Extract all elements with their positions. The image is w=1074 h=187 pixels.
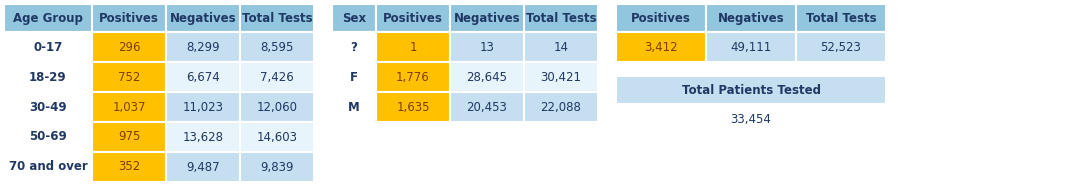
Text: Total Tests: Total Tests: [242, 11, 313, 24]
Text: 28,645: 28,645: [466, 70, 508, 84]
Bar: [166, 4, 240, 32]
Bar: [450, 32, 524, 62]
Bar: [4, 92, 92, 122]
Bar: [376, 92, 450, 122]
Text: Negatives: Negatives: [717, 11, 784, 24]
Text: Negatives: Negatives: [453, 11, 520, 24]
Text: Positives: Positives: [99, 11, 159, 24]
Bar: [706, 4, 796, 32]
Bar: [92, 152, 166, 182]
Text: Negatives: Negatives: [170, 11, 236, 24]
Text: 30,421: 30,421: [540, 70, 581, 84]
Text: Total Patients Tested: Total Patients Tested: [682, 84, 821, 96]
Bar: [376, 4, 450, 32]
Bar: [240, 4, 314, 32]
Bar: [166, 32, 240, 62]
Text: F: F: [350, 70, 358, 84]
Text: 752: 752: [118, 70, 141, 84]
Text: 1,635: 1,635: [396, 100, 430, 114]
Text: 50-69: 50-69: [29, 131, 67, 143]
Bar: [796, 32, 886, 62]
Bar: [92, 62, 166, 92]
Bar: [616, 76, 886, 104]
Text: M: M: [348, 100, 360, 114]
Bar: [376, 32, 450, 62]
Bar: [240, 92, 314, 122]
Bar: [166, 62, 240, 92]
Bar: [92, 4, 166, 32]
Bar: [332, 62, 376, 92]
Text: 0-17: 0-17: [33, 41, 62, 53]
Bar: [616, 104, 886, 134]
Bar: [240, 152, 314, 182]
Text: 52,523: 52,523: [821, 41, 861, 53]
Bar: [92, 122, 166, 152]
Bar: [332, 4, 376, 32]
Text: ?: ?: [350, 41, 358, 53]
Text: 18-29: 18-29: [29, 70, 67, 84]
Text: 14,603: 14,603: [257, 131, 297, 143]
Text: 20,453: 20,453: [466, 100, 507, 114]
Text: 49,111: 49,111: [730, 41, 771, 53]
Bar: [166, 92, 240, 122]
Bar: [376, 62, 450, 92]
Text: 13: 13: [480, 41, 494, 53]
Text: 6,674: 6,674: [186, 70, 220, 84]
Text: 11,023: 11,023: [183, 100, 223, 114]
Text: 13,628: 13,628: [183, 131, 223, 143]
Text: 1: 1: [409, 41, 417, 53]
Text: 12,060: 12,060: [257, 100, 297, 114]
Text: 1,037: 1,037: [113, 100, 146, 114]
Bar: [524, 4, 598, 32]
Text: 8,595: 8,595: [260, 41, 293, 53]
Bar: [240, 122, 314, 152]
Text: 3,412: 3,412: [644, 41, 678, 53]
Bar: [92, 32, 166, 62]
Bar: [332, 92, 376, 122]
Text: 8,299: 8,299: [186, 41, 220, 53]
Bar: [4, 4, 92, 32]
Text: 9,839: 9,839: [260, 160, 294, 174]
Text: 1,776: 1,776: [396, 70, 430, 84]
Bar: [450, 4, 524, 32]
Bar: [524, 32, 598, 62]
Bar: [796, 4, 886, 32]
Bar: [166, 122, 240, 152]
Text: Sex: Sex: [342, 11, 366, 24]
Bar: [616, 4, 706, 32]
Text: 352: 352: [118, 160, 140, 174]
Bar: [240, 32, 314, 62]
Text: 14: 14: [553, 41, 568, 53]
Bar: [92, 92, 166, 122]
Bar: [450, 92, 524, 122]
Bar: [240, 62, 314, 92]
Bar: [4, 152, 92, 182]
Bar: [524, 62, 598, 92]
Text: 9,487: 9,487: [186, 160, 220, 174]
Text: 22,088: 22,088: [540, 100, 581, 114]
Text: 70 and over: 70 and over: [9, 160, 87, 174]
Bar: [616, 32, 706, 62]
Text: 7,426: 7,426: [260, 70, 294, 84]
Text: 975: 975: [118, 131, 141, 143]
Bar: [332, 32, 376, 62]
Bar: [4, 122, 92, 152]
Text: Positives: Positives: [632, 11, 691, 24]
Bar: [4, 32, 92, 62]
Text: Positives: Positives: [383, 11, 442, 24]
Bar: [524, 92, 598, 122]
Bar: [166, 152, 240, 182]
Text: 30-49: 30-49: [29, 100, 67, 114]
Bar: [4, 62, 92, 92]
Bar: [450, 62, 524, 92]
Text: Total Tests: Total Tests: [806, 11, 876, 24]
Text: 296: 296: [118, 41, 141, 53]
Text: Age Group: Age Group: [13, 11, 83, 24]
Bar: [706, 32, 796, 62]
Text: Total Tests: Total Tests: [525, 11, 596, 24]
Text: 33,454: 33,454: [730, 113, 771, 125]
